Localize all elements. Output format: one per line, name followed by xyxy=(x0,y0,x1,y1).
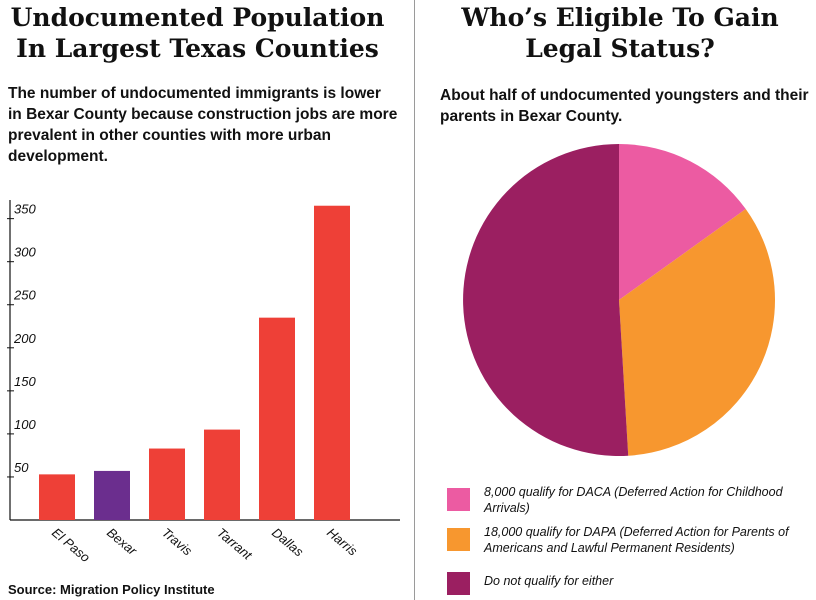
legend-swatch-dapa xyxy=(447,528,470,551)
legend-swatch-daca xyxy=(447,488,470,511)
pie-slice-do-not-qualify-for-either xyxy=(463,144,629,456)
bar-travis xyxy=(149,448,185,520)
y-tick-label-150: 150 xyxy=(14,374,36,389)
x-tick-label-el-paso: El Paso xyxy=(49,525,93,565)
legend-label-daca: 8,000 qualify for DACA (Deferred Action … xyxy=(484,485,783,515)
x-tick-label-harris: Harris xyxy=(324,525,361,559)
x-tick-label-travis: Travis xyxy=(159,525,195,559)
pie-slice-8-000-qualify-for-daca xyxy=(619,144,746,300)
bar-chart: 50 100 150 200 250 300 350 El Paso Bexar Travis Ta… xyxy=(7,200,400,565)
y-tick-label-50: 50 xyxy=(14,460,29,475)
bar-bexar xyxy=(94,470,130,520)
y-tick-label-350: 350 xyxy=(14,202,36,217)
legend-label-dapa: 18,000 qualify for DAPA (Deferred Action… xyxy=(484,525,789,555)
bar-dallas xyxy=(259,317,295,520)
pie-chart xyxy=(463,144,776,456)
right-subtitle: About half of undocumented youngsters an… xyxy=(440,87,809,125)
y-tick-label-250: 250 xyxy=(13,288,36,303)
left-title: Undocumented Population In Largest Texas… xyxy=(10,3,385,63)
x-tick-label-bexar: Bexar xyxy=(104,525,140,559)
right-title: Who’s Eligible To Gain Legal Status? xyxy=(461,3,779,63)
legend-swatch-neither xyxy=(447,572,470,595)
legend-label-neither: Do not qualify for either xyxy=(484,574,614,588)
bar-harris xyxy=(314,205,350,520)
x-tick-label-tarrant: Tarrant xyxy=(214,525,256,564)
y-tick-label-300: 300 xyxy=(14,245,36,260)
bar-tarrant xyxy=(204,429,240,520)
y-tick-label-100: 100 xyxy=(14,417,36,432)
y-tick-label-200: 200 xyxy=(13,331,36,346)
center-divider xyxy=(414,0,415,600)
left-subtitle: The number of undocumented immigrants is… xyxy=(8,85,398,165)
x-tick-label-dallas: Dallas xyxy=(269,525,307,560)
pie-slice-18-000-qualify-for-dapa xyxy=(619,209,776,456)
bar-el-paso xyxy=(39,474,75,520)
source-note: Source: Migration Policy Institute xyxy=(8,582,215,597)
